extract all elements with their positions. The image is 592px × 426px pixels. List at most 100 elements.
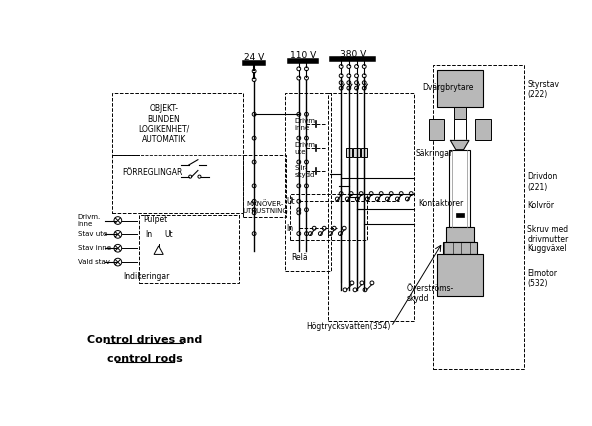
Circle shape xyxy=(339,232,342,236)
Circle shape xyxy=(363,288,367,292)
Circle shape xyxy=(252,199,256,203)
Circle shape xyxy=(297,76,301,80)
Circle shape xyxy=(252,136,256,140)
Circle shape xyxy=(114,245,122,252)
Bar xyxy=(433,65,523,369)
Text: Överströms-
skydd: Överströms- skydd xyxy=(407,284,454,303)
Circle shape xyxy=(369,192,373,196)
Circle shape xyxy=(297,67,301,71)
Circle shape xyxy=(355,86,358,90)
Circle shape xyxy=(198,175,201,178)
Circle shape xyxy=(304,112,308,116)
Circle shape xyxy=(362,81,366,85)
Text: In: In xyxy=(145,230,152,239)
Text: Control drives and: Control drives and xyxy=(87,335,202,345)
Circle shape xyxy=(318,232,322,236)
Bar xyxy=(453,107,466,119)
Text: Indikeringar: Indikeringar xyxy=(123,272,169,281)
Circle shape xyxy=(252,184,256,188)
Circle shape xyxy=(343,288,347,292)
Text: Kontaktorer: Kontaktorer xyxy=(418,199,464,208)
Circle shape xyxy=(339,86,343,90)
Circle shape xyxy=(304,76,308,80)
Circle shape xyxy=(395,197,399,201)
Text: Pulpet: Pulpet xyxy=(143,215,168,224)
Circle shape xyxy=(322,226,326,230)
Circle shape xyxy=(347,65,350,69)
Text: Skruv med
drivmutter: Skruv med drivmutter xyxy=(527,225,569,244)
Circle shape xyxy=(360,281,364,285)
Text: FÖRREGLINGAR: FÖRREGLINGAR xyxy=(123,168,183,177)
Circle shape xyxy=(304,160,308,164)
Circle shape xyxy=(339,74,343,78)
Circle shape xyxy=(355,74,358,78)
Circle shape xyxy=(345,197,349,201)
Circle shape xyxy=(335,197,339,201)
Text: Relä: Relä xyxy=(291,253,308,262)
Circle shape xyxy=(375,197,379,201)
Circle shape xyxy=(252,78,256,81)
Circle shape xyxy=(355,65,358,69)
Circle shape xyxy=(297,136,301,140)
Circle shape xyxy=(355,81,358,85)
Text: Elmotor
(532): Elmotor (532) xyxy=(527,268,558,288)
Circle shape xyxy=(297,208,301,212)
Circle shape xyxy=(350,281,354,285)
Bar xyxy=(456,213,464,217)
Circle shape xyxy=(252,69,256,73)
Text: 24 V: 24 V xyxy=(244,53,264,62)
Circle shape xyxy=(297,211,301,215)
Circle shape xyxy=(304,208,308,212)
Circle shape xyxy=(339,192,343,196)
Circle shape xyxy=(252,232,256,236)
Text: control rods: control rods xyxy=(107,354,183,364)
Bar xyxy=(437,253,483,296)
Text: Dvärgbrytare: Dvärgbrytare xyxy=(422,83,474,92)
Circle shape xyxy=(349,192,353,196)
Circle shape xyxy=(329,232,332,236)
Circle shape xyxy=(252,160,256,164)
Circle shape xyxy=(409,192,413,196)
Bar xyxy=(328,93,414,321)
Circle shape xyxy=(114,230,122,238)
Circle shape xyxy=(304,67,308,71)
Circle shape xyxy=(252,208,256,212)
Circle shape xyxy=(362,74,366,78)
Circle shape xyxy=(339,65,343,69)
Text: Högtrycksvatten(354): Högtrycksvatten(354) xyxy=(307,322,391,331)
Bar xyxy=(475,119,491,141)
Circle shape xyxy=(370,281,374,285)
Circle shape xyxy=(355,197,359,201)
Circle shape xyxy=(399,192,403,196)
Bar xyxy=(449,150,471,227)
Circle shape xyxy=(385,197,390,201)
Text: Drivm
inne: Drivm inne xyxy=(294,118,315,131)
Circle shape xyxy=(359,192,363,196)
Circle shape xyxy=(347,74,350,78)
Text: 380 V: 380 V xyxy=(340,50,366,59)
Circle shape xyxy=(252,211,256,215)
Text: Kolvrör: Kolvrör xyxy=(527,201,555,210)
Circle shape xyxy=(304,184,308,188)
Text: Säkringar: Säkringar xyxy=(416,149,453,158)
Bar xyxy=(112,93,243,213)
Bar xyxy=(453,119,466,141)
Bar xyxy=(243,155,286,217)
Text: MANÖVER-
UTRUSTNING: MANÖVER- UTRUSTNING xyxy=(242,200,288,213)
Bar xyxy=(429,119,445,141)
Circle shape xyxy=(342,226,346,230)
Bar xyxy=(353,148,359,157)
Circle shape xyxy=(304,136,308,140)
Bar xyxy=(446,227,474,242)
Circle shape xyxy=(308,232,312,236)
Text: OBJEKT-
BUNDEN
LOGIKENHET/
AUTOMATIK: OBJEKT- BUNDEN LOGIKENHET/ AUTOMATIK xyxy=(139,104,189,144)
Circle shape xyxy=(365,197,369,201)
Text: Stav inne: Stav inne xyxy=(78,245,111,251)
Text: Drivm.
ute: Drivm. ute xyxy=(294,141,317,155)
Circle shape xyxy=(362,65,366,69)
Text: Drivm.
inne: Drivm. inne xyxy=(78,214,101,227)
Circle shape xyxy=(297,112,301,116)
Bar xyxy=(443,242,477,253)
Circle shape xyxy=(189,175,192,178)
Circle shape xyxy=(362,86,366,90)
